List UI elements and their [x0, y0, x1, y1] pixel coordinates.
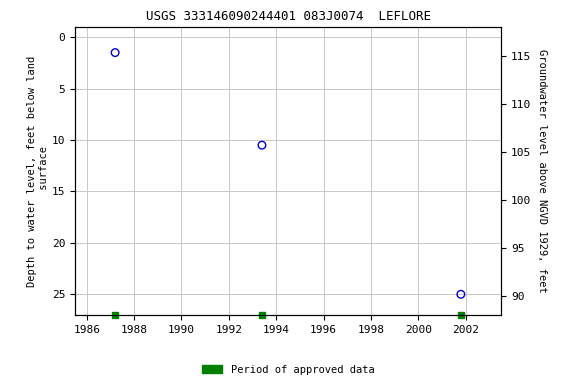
- Point: [456, 291, 465, 297]
- Y-axis label: Groundwater level above NGVD 1929, feet: Groundwater level above NGVD 1929, feet: [537, 49, 547, 293]
- Title: USGS 333146090244401 083J0074  LEFLORE: USGS 333146090244401 083J0074 LEFLORE: [146, 10, 430, 23]
- Point: [111, 50, 120, 56]
- Point: [257, 142, 267, 148]
- Y-axis label: Depth to water level, feet below land
 surface: Depth to water level, feet below land su…: [27, 55, 49, 286]
- Legend: Period of approved data: Period of approved data: [198, 361, 378, 379]
